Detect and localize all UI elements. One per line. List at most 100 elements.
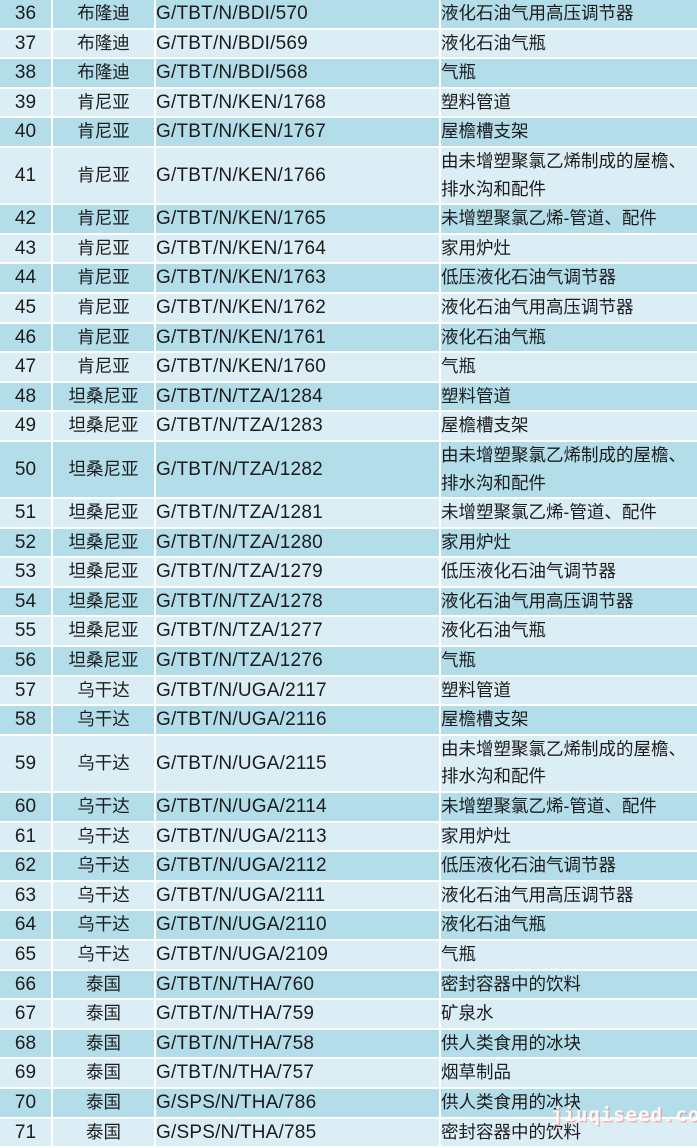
table-row: 42 肯尼亚 G/TBT/N/KEN/1765 未增塑聚氯乙烯-管道、配件 [0,204,697,235]
table-row: 62 乌干达 G/TBT/N/UGA/2112 低压液化石油气调节器 [0,851,697,882]
product-cell: 气瓶 [440,58,697,89]
table-row: 47 肯尼亚 G/TBT/N/KEN/1760 气瓶 [0,352,697,383]
notification-code-cell: G/SPS/N/THA/785 [155,1117,441,1147]
country-cell: 乌干达 [52,851,156,882]
table-row: 67 泰国 G/TBT/N/THA/759 矿泉水 [0,999,697,1030]
table-row: 51 坦桑尼亚 G/TBT/N/TZA/1281 未增塑聚氯乙烯-管道、配件 [0,498,697,529]
country-cell: 肯尼亚 [52,233,156,265]
country-cell: 肯尼亚 [52,322,156,354]
row-number-cell: 47 [0,352,53,383]
table-row: 50 坦桑尼亚 G/TBT/N/TZA/1282 由未增塑聚氯乙烯制成的屋檐、排… [0,440,697,500]
product-cell: 屋檐槽支架 [440,411,697,442]
country-cell: 泰国 [52,969,156,1001]
product-cell: 未增塑聚氯乙烯-管道、配件 [440,498,697,529]
row-number-cell: 58 [0,705,53,736]
table-row: 37 布隆迪 G/TBT/N/BDI/569 液化石油气瓶 [0,28,697,60]
country-cell: 肯尼亚 [52,117,156,148]
table-row: 70 泰国 G/SPS/N/THA/786 供人类食用的冰块 [0,1087,697,1119]
product-cell: 密封容器中的饮料 [440,969,697,1001]
row-number-cell: 49 [0,411,53,442]
country-cell: 泰国 [52,1117,156,1147]
notification-code-cell: G/TBT/N/KEN/1763 [155,263,441,294]
row-number-cell: 62 [0,851,53,882]
row-number-cell: 46 [0,322,53,354]
row-number-cell: 40 [0,117,53,148]
notification-code-cell: G/TBT/N/UGA/2109 [155,940,441,971]
country-cell: 泰国 [52,999,156,1030]
row-number-cell: 61 [0,821,53,853]
country-cell: 乌干达 [52,940,156,971]
country-cell: 肯尼亚 [52,292,156,324]
row-number-cell: 64 [0,910,53,941]
row-number-cell: 44 [0,263,53,294]
row-number-cell: 51 [0,498,53,529]
row-number-cell: 38 [0,58,53,89]
table-row: 58 乌干达 G/TBT/N/UGA/2116 屋檐槽支架 [0,705,697,736]
country-cell: 坦桑尼亚 [52,586,156,618]
country-cell: 坦桑尼亚 [52,381,156,413]
notification-code-cell: G/TBT/N/BDI/568 [155,58,441,89]
country-cell: 坦桑尼亚 [52,498,156,529]
notification-code-cell: G/TBT/N/THA/758 [155,1028,441,1060]
notification-code-cell: G/TBT/N/TZA/1278 [155,586,441,618]
notification-code-cell: G/TBT/N/KEN/1766 [155,146,441,206]
product-cell: 供人类食用的冰块 [440,1028,697,1060]
table-row: 44 肯尼亚 G/TBT/N/KEN/1763 低压液化石油气调节器 [0,263,697,294]
row-number-cell: 36 [0,0,53,30]
notification-code-cell: G/TBT/N/UGA/2117 [155,675,441,707]
row-number-cell: 48 [0,381,53,413]
row-number-cell: 43 [0,233,53,265]
row-number-cell: 45 [0,292,53,324]
table-row: 48 坦桑尼亚 G/TBT/N/TZA/1284 塑料管道 [0,381,697,413]
country-cell: 乌干达 [52,705,156,736]
table-row: 53 坦桑尼亚 G/TBT/N/TZA/1279 低压液化石油气调节器 [0,557,697,588]
country-cell: 肯尼亚 [52,146,156,206]
table-row: 49 坦桑尼亚 G/TBT/N/TZA/1283 屋檐槽支架 [0,411,697,442]
country-cell: 乌干达 [52,792,156,823]
notification-code-cell: G/TBT/N/BDI/570 [155,0,441,30]
country-cell: 坦桑尼亚 [52,411,156,442]
table-row: 64 乌干达 G/TBT/N/UGA/2110 液化石油气瓶 [0,910,697,941]
country-cell: 泰国 [52,1058,156,1089]
notification-code-cell: G/SPS/N/THA/786 [155,1087,441,1119]
row-number-cell: 60 [0,792,53,823]
product-cell: 家用炉灶 [440,233,697,265]
country-cell: 坦桑尼亚 [52,557,156,588]
notification-code-cell: G/TBT/N/UGA/2114 [155,792,441,823]
product-cell: 液化石油气用高压调节器 [440,880,697,912]
row-number-cell: 50 [0,440,53,500]
table-row: 45 肯尼亚 G/TBT/N/KEN/1762 液化石油气用高压调节器 [0,292,697,324]
country-cell: 乌干达 [52,910,156,941]
country-cell: 肯尼亚 [52,204,156,235]
product-cell: 低压液化石油气调节器 [440,557,697,588]
notification-code-cell: G/TBT/N/KEN/1761 [155,322,441,354]
product-cell: 家用炉灶 [440,821,697,853]
product-cell: 塑料管道 [440,675,697,707]
table-row: 39 肯尼亚 G/TBT/N/KEN/1768 塑料管道 [0,87,697,119]
notification-code-cell: G/TBT/N/KEN/1765 [155,204,441,235]
notification-code-cell: G/TBT/N/TZA/1281 [155,498,441,529]
notification-code-cell: G/TBT/N/TZA/1282 [155,440,441,500]
product-cell: 液化石油气瓶 [440,910,697,941]
product-cell: 矿泉水 [440,999,697,1030]
product-cell: 未增塑聚氯乙烯-管道、配件 [440,792,697,823]
country-cell: 坦桑尼亚 [52,440,156,500]
table-row: 54 坦桑尼亚 G/TBT/N/TZA/1278 液化石油气用高压调节器 [0,586,697,618]
product-cell: 液化石油气用高压调节器 [440,0,697,30]
notification-code-cell: G/TBT/N/KEN/1760 [155,352,441,383]
product-cell: 低压液化石油气调节器 [440,851,697,882]
row-number-cell: 54 [0,586,53,618]
product-cell: 由未增塑聚氯乙烯制成的屋檐、排水沟和配件 [440,440,697,500]
notification-code-cell: G/TBT/N/UGA/2112 [155,851,441,882]
row-number-cell: 42 [0,204,53,235]
table-row: 40 肯尼亚 G/TBT/N/KEN/1767 屋檐槽支架 [0,117,697,148]
product-cell: 液化石油气用高压调节器 [440,586,697,618]
table-row: 66 泰国 G/TBT/N/THA/760 密封容器中的饮料 [0,969,697,1001]
product-cell: 密封容器中的饮料 [440,1117,697,1147]
row-number-cell: 57 [0,675,53,707]
row-number-cell: 67 [0,999,53,1030]
notification-code-cell: G/TBT/N/KEN/1768 [155,87,441,119]
country-cell: 肯尼亚 [52,87,156,119]
